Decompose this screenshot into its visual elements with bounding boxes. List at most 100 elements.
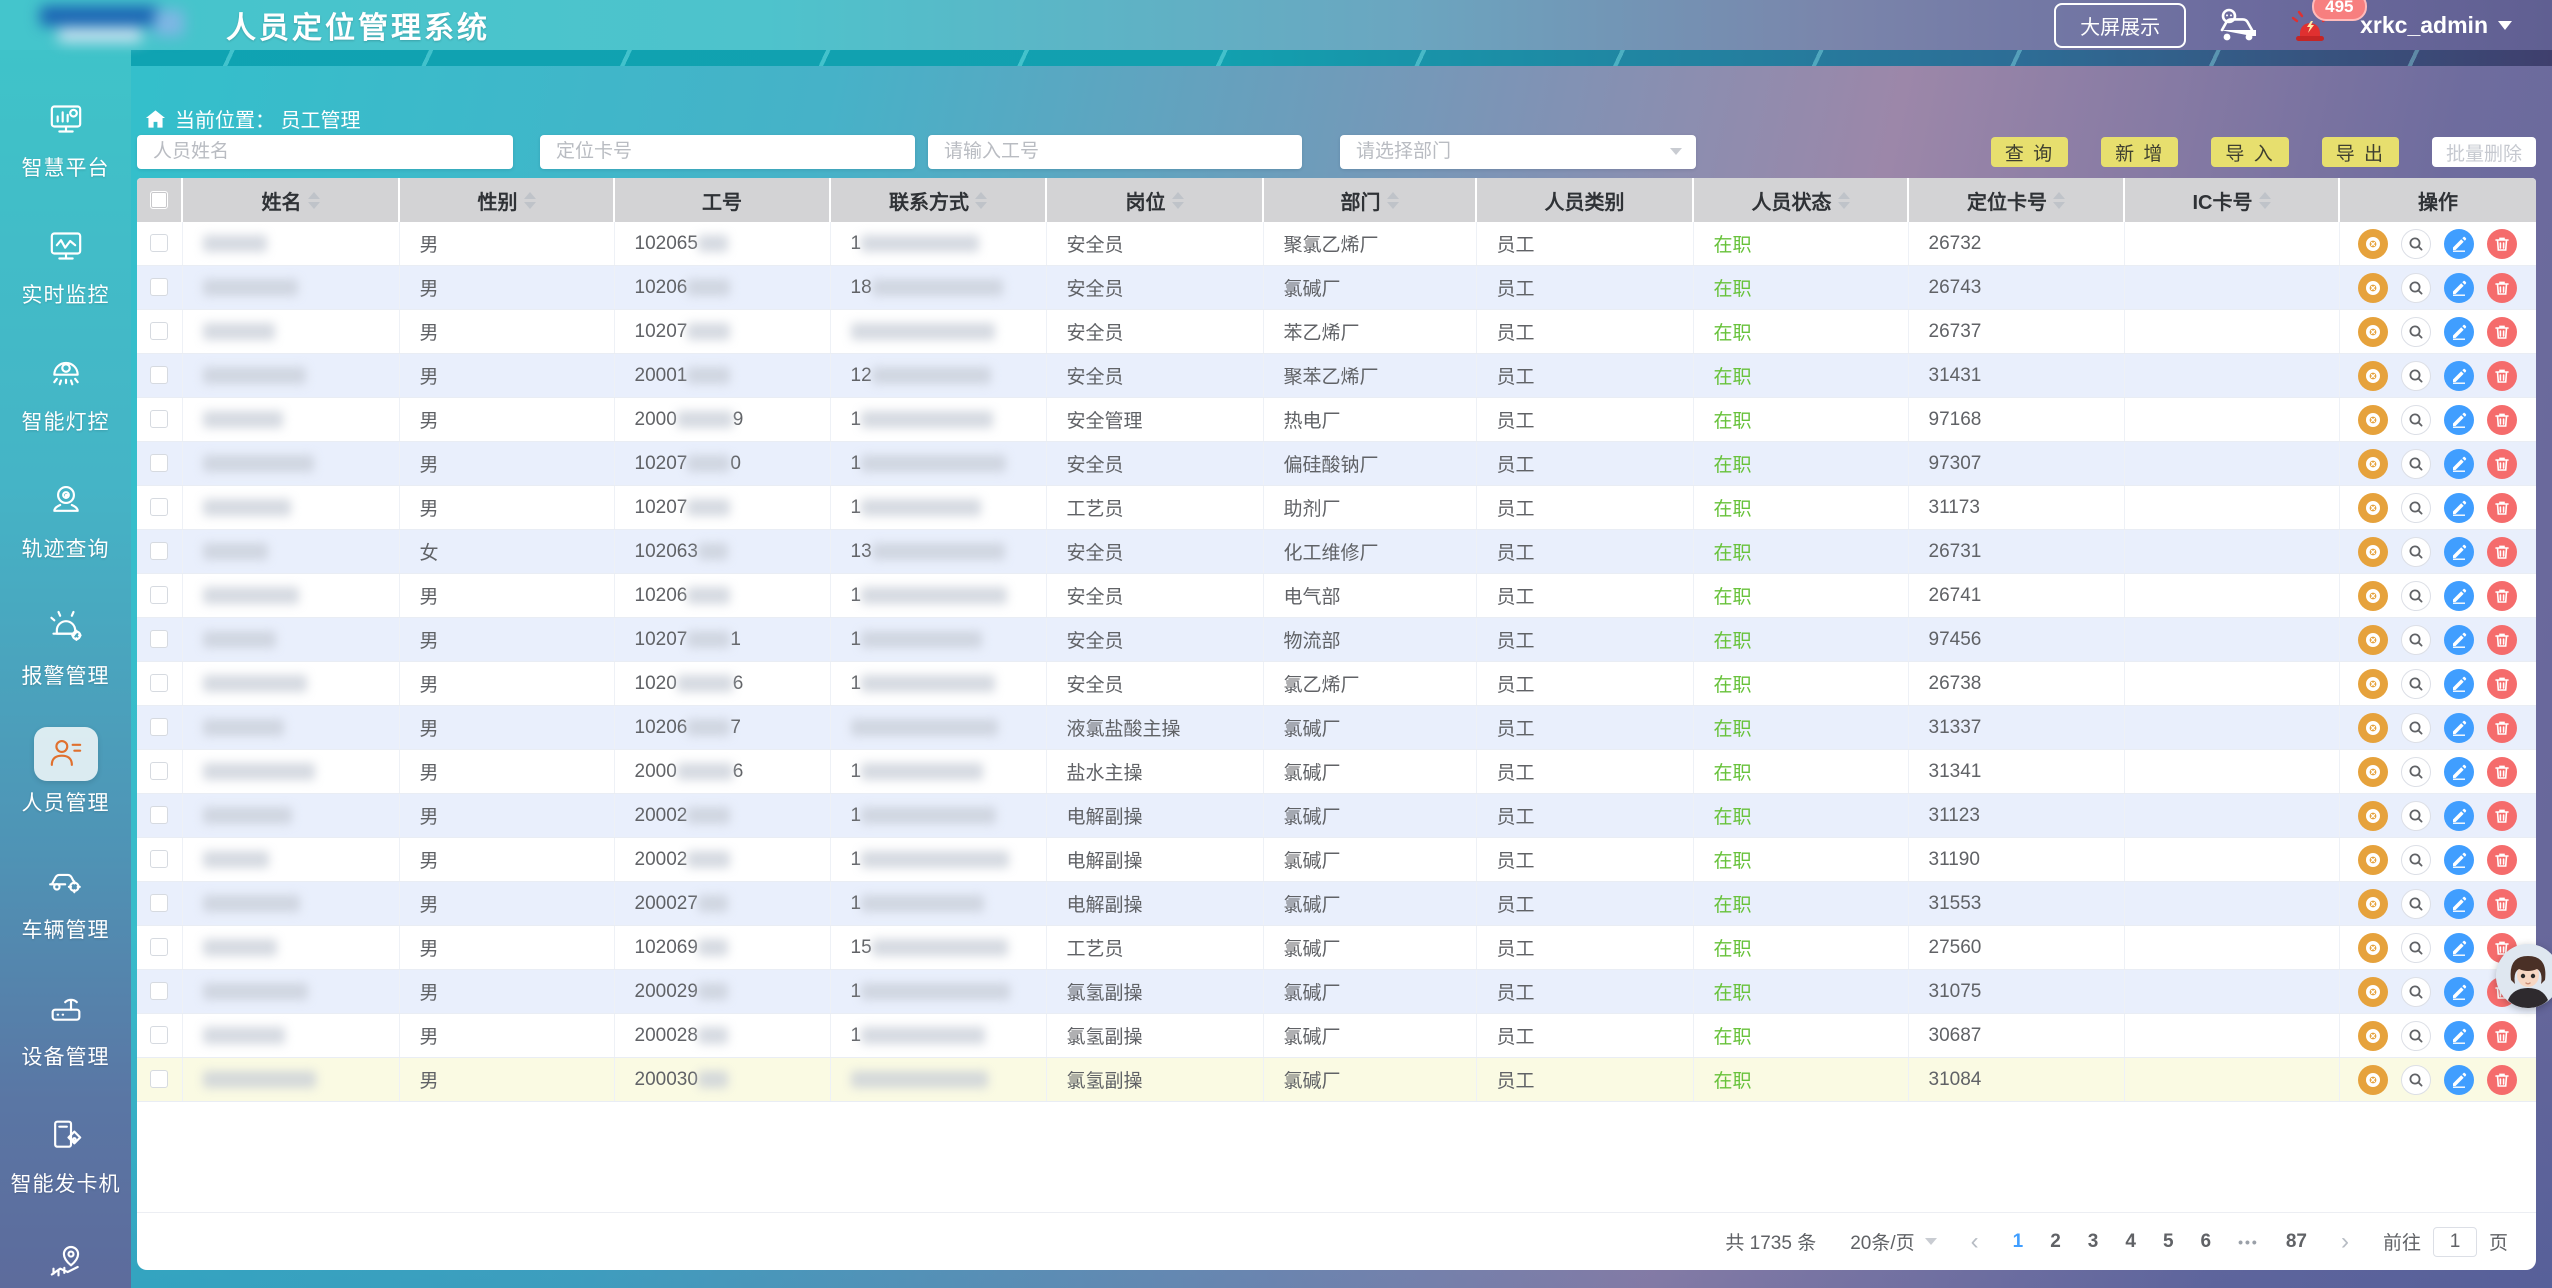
- delete-icon[interactable]: [2487, 624, 2518, 655]
- delete-icon[interactable]: [2487, 536, 2518, 567]
- delete-icon[interactable]: [2487, 1064, 2518, 1095]
- delete-icon[interactable]: [2487, 272, 2518, 303]
- row-checkbox[interactable]: [150, 1026, 169, 1045]
- view-icon[interactable]: [2401, 580, 2432, 611]
- edit-icon[interactable]: [2444, 360, 2475, 391]
- delete-icon[interactable]: [2487, 316, 2518, 347]
- batch-delete-button[interactable]: 批量删除: [2431, 137, 2536, 167]
- sort-carets-icon[interactable]: [1171, 191, 1184, 209]
- delete-icon[interactable]: [2487, 448, 2518, 479]
- table-row[interactable]: 男 10207 1 工艺员 助剂厂 员工 在职 31173: [137, 485, 2536, 530]
- prev-page-button[interactable]: ‹: [1970, 1227, 1979, 1255]
- sort-carets-icon[interactable]: [1837, 191, 1850, 209]
- view-icon[interactable]: [2401, 712, 2432, 743]
- table-row[interactable]: 男 20001 12 安全员 聚苯乙烯厂 员工 在职 31431: [137, 353, 2536, 398]
- locate-tag-icon[interactable]: [2358, 316, 2389, 347]
- edit-icon[interactable]: [2444, 888, 2475, 919]
- sort-carets-icon[interactable]: [1386, 191, 1399, 209]
- view-icon[interactable]: [2401, 888, 2432, 919]
- sidebar-item-fence-manage[interactable]: 围栏管理: [0, 1235, 131, 1288]
- delete-icon[interactable]: [2487, 756, 2518, 787]
- view-icon[interactable]: [2401, 448, 2432, 479]
- row-checkbox[interactable]: [150, 410, 169, 429]
- view-icon[interactable]: [2401, 932, 2432, 963]
- locating-card-input[interactable]: [540, 135, 915, 169]
- edit-icon[interactable]: [2444, 976, 2475, 1007]
- sidebar-item-light-control[interactable]: 智能灯控: [0, 346, 131, 436]
- view-icon[interactable]: [2401, 844, 2432, 875]
- sort-carets-icon[interactable]: [307, 191, 320, 209]
- table-row[interactable]: 女 102063 13 安全员 化工维修厂 员工 在职 26731: [137, 529, 2536, 574]
- user-menu[interactable]: xrkc_admin: [2360, 12, 2512, 39]
- view-icon[interactable]: [2401, 756, 2432, 787]
- notification-badge[interactable]: 495: [2312, 0, 2367, 21]
- row-checkbox[interactable]: [150, 762, 169, 781]
- sidebar-item-card-dispenser[interactable]: 智能发卡机: [0, 1108, 131, 1198]
- page-number-3[interactable]: 3: [2087, 1230, 2099, 1252]
- row-checkbox[interactable]: [150, 938, 169, 957]
- table-row[interactable]: 男 200028 1 氯氢副操 氯碱厂 员工 在职 30687: [137, 1013, 2536, 1058]
- column-header[interactable]: IC卡号: [2124, 178, 2340, 222]
- row-checkbox[interactable]: [150, 850, 169, 869]
- edit-icon[interactable]: [2444, 228, 2475, 259]
- table-row[interactable]: 男 102069 15 工艺员 氯碱厂 员工 在职 27560: [137, 925, 2536, 970]
- edit-icon[interactable]: [2444, 668, 2475, 699]
- row-checkbox[interactable]: [150, 982, 169, 1001]
- table-row[interactable]: 男 10207 0 1 安全员 偏硅酸钠厂 员工 在职 97307: [137, 441, 2536, 486]
- edit-icon[interactable]: [2444, 492, 2475, 523]
- locate-tag-icon[interactable]: [2358, 404, 2389, 435]
- locate-tag-icon[interactable]: [2358, 492, 2389, 523]
- department-select[interactable]: [1340, 135, 1696, 169]
- page-number-6[interactable]: 6: [2200, 1230, 2212, 1252]
- delete-icon[interactable]: [2487, 580, 2518, 611]
- delete-icon[interactable]: [2487, 712, 2518, 743]
- sidebar-item-alarm-manage[interactable]: 报警管理: [0, 600, 131, 690]
- row-checkbox[interactable]: [150, 278, 169, 297]
- column-header[interactable]: 联系方式: [830, 178, 1047, 222]
- sidebar-item-personnel-manage[interactable]: 人员管理: [0, 727, 131, 817]
- row-checkbox[interactable]: [150, 718, 169, 737]
- view-icon[interactable]: [2401, 1064, 2432, 1095]
- next-page-button[interactable]: ›: [2340, 1227, 2349, 1255]
- view-icon[interactable]: [2401, 492, 2432, 523]
- column-header[interactable]: 姓名: [182, 178, 400, 222]
- table-row[interactable]: 男 10206 1 安全员 电气部 员工 在职 26741: [137, 573, 2536, 618]
- delete-icon[interactable]: [2487, 404, 2518, 435]
- delete-icon[interactable]: [2487, 844, 2518, 875]
- page-number-5[interactable]: 5: [2162, 1230, 2174, 1252]
- table-row[interactable]: 男 200027 1 电解副操 氯碱厂 员工 在职 31553: [137, 881, 2536, 926]
- query-button[interactable]: 查 询: [1990, 137, 2069, 167]
- locate-tag-icon[interactable]: [2358, 800, 2389, 831]
- column-header[interactable]: 性别: [399, 178, 615, 222]
- goto-page-input[interactable]: [2432, 1226, 2477, 1257]
- sidebar-item-smart-platform[interactable]: 智慧平台: [0, 92, 131, 182]
- view-icon[interactable]: [2401, 272, 2432, 303]
- edit-icon[interactable]: [2444, 404, 2475, 435]
- locate-tag-icon[interactable]: [2358, 1020, 2389, 1051]
- row-checkbox[interactable]: [150, 894, 169, 913]
- sidebar-item-track-query[interactable]: 轨迹查询: [0, 473, 131, 563]
- table-row[interactable]: 男 200029 1 氯氢副操 氯碱厂 员工 在职 31075: [137, 969, 2536, 1014]
- view-icon[interactable]: [2401, 404, 2432, 435]
- locate-tag-icon[interactable]: [2358, 536, 2389, 567]
- row-checkbox[interactable]: [150, 366, 169, 385]
- table-row[interactable]: 男 10207 1 1 安全员 物流部 员工 在职 97456: [137, 617, 2536, 662]
- page-number-2[interactable]: 2: [2050, 1230, 2061, 1252]
- locate-tag-icon[interactable]: [2358, 272, 2389, 303]
- view-icon[interactable]: [2401, 800, 2432, 831]
- table-row[interactable]: 男 200030 氯氢副操 氯碱厂 员工 在职 31084: [137, 1057, 2536, 1102]
- sidebar-item-device-manage[interactable]: 设备管理: [0, 981, 131, 1071]
- edit-icon[interactable]: [2444, 932, 2475, 963]
- column-header[interactable]: 部门: [1263, 178, 1477, 222]
- sort-carets-icon[interactable]: [975, 191, 987, 209]
- row-checkbox[interactable]: [150, 1070, 169, 1089]
- view-icon[interactable]: [2401, 624, 2432, 655]
- row-checkbox[interactable]: [150, 586, 169, 605]
- row-checkbox[interactable]: [150, 674, 169, 693]
- locate-tag-icon[interactable]: [2358, 932, 2389, 963]
- delete-icon[interactable]: [2487, 800, 2518, 831]
- delete-icon[interactable]: [2487, 1020, 2518, 1051]
- table-row[interactable]: 男 10206 7 液氯盐酸主操 氯碱厂 员工 在职 31337: [137, 705, 2536, 750]
- view-icon[interactable]: [2401, 976, 2432, 1007]
- table-row[interactable]: 男 20002 1 电解副操 氯碱厂 员工 在职 31123: [137, 793, 2536, 838]
